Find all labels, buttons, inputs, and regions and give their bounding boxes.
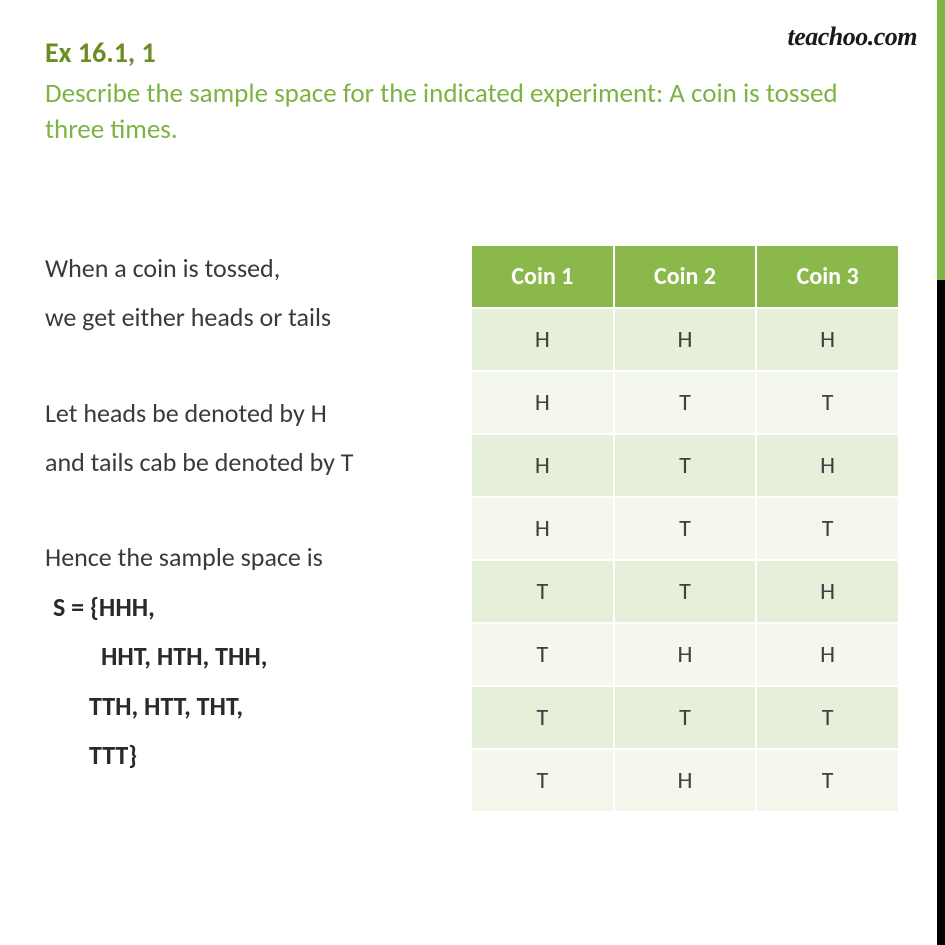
question-text: Describe the sample space for the indica…	[45, 76, 890, 149]
table-header-row: Coin 1 Coin 2 Coin 3	[471, 245, 899, 308]
table-cell: T	[471, 623, 614, 686]
explanation-line: we get either heads or tails	[45, 293, 440, 342]
table-cell: H	[756, 560, 899, 623]
table-row: T H T	[471, 749, 899, 812]
sample-space-line: S = {HHH,	[45, 583, 440, 632]
table-row: T T H	[471, 560, 899, 623]
table-row: T T T	[471, 686, 899, 749]
sample-space-line: TTH, HTT, THT,	[45, 682, 440, 731]
explanation-line: When a coin is tossed,	[45, 244, 440, 293]
table-cell: T	[614, 434, 757, 497]
table-header-cell: Coin 1	[471, 245, 614, 308]
table-cell: H	[614, 623, 757, 686]
sidebar-green-stripe	[937, 0, 945, 280]
explanation-line: and tails cab be denoted by T	[45, 438, 440, 487]
table-cell: H	[471, 308, 614, 371]
table-cell: T	[756, 686, 899, 749]
main-area: When a coin is tossed, we get either hea…	[45, 244, 890, 813]
table-row: H H H	[471, 308, 899, 371]
table-row: H T T	[471, 497, 899, 560]
table-row: H T H	[471, 434, 899, 497]
table-cell: T	[756, 749, 899, 812]
explanation-line: Let heads be denoted by H	[45, 389, 440, 438]
table-cell: H	[471, 434, 614, 497]
table-cell: T	[614, 371, 757, 434]
table-cell: T	[471, 686, 614, 749]
table-cell: T	[471, 749, 614, 812]
table-cell: T	[756, 497, 899, 560]
outcomes-table: Coin 1 Coin 2 Coin 3 H H H H T T	[470, 244, 900, 813]
outcomes-table-wrap: Coin 1 Coin 2 Coin 3 H H H H T T	[470, 244, 900, 813]
table-header-cell: Coin 2	[614, 245, 757, 308]
table-header-cell: Coin 3	[756, 245, 899, 308]
watermark-logo: teachoo.com	[787, 22, 917, 52]
explanation-line: Hence the sample space is	[45, 533, 440, 582]
table-cell: H	[614, 749, 757, 812]
table-cell: H	[471, 371, 614, 434]
table-cell: T	[614, 497, 757, 560]
exercise-label: Ex 16.1, 1	[45, 35, 890, 70]
sample-space-line: TTT}	[45, 731, 440, 780]
page-content: Ex 16.1, 1 Describe the sample space for…	[0, 0, 945, 848]
table-body: H H H H T T H T H H	[471, 308, 899, 812]
table-cell: T	[614, 686, 757, 749]
table-cell: H	[756, 623, 899, 686]
table-cell: H	[614, 308, 757, 371]
table-cell: H	[756, 434, 899, 497]
table-cell: T	[614, 560, 757, 623]
table-cell: H	[471, 497, 614, 560]
table-row: H T T	[471, 371, 899, 434]
explanation-block: When a coin is tossed, we get either hea…	[45, 244, 440, 813]
table-row: T H H	[471, 623, 899, 686]
table-cell: H	[756, 308, 899, 371]
sample-space-line: HHT, HTH, THH,	[45, 632, 440, 681]
table-cell: T	[471, 560, 614, 623]
table-cell: T	[756, 371, 899, 434]
